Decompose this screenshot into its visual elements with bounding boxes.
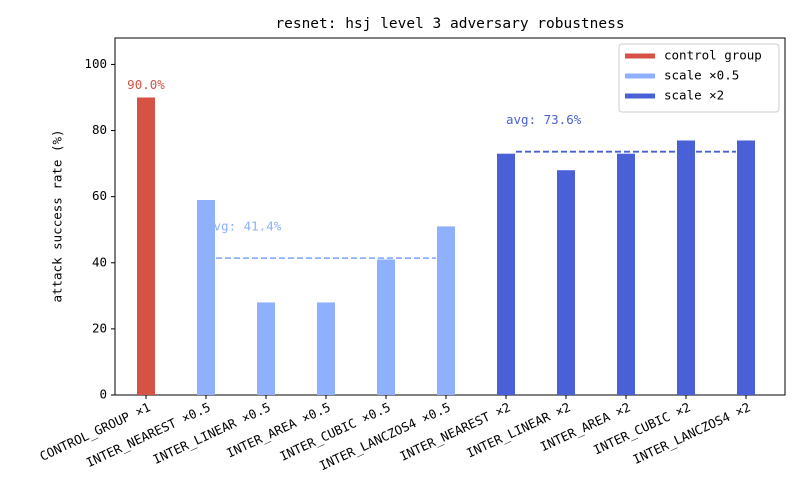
bar bbox=[617, 153, 635, 395]
bar bbox=[677, 140, 695, 395]
chart-title: resnet: hsj level 3 adversary robustness bbox=[275, 16, 624, 32]
bar bbox=[437, 226, 455, 395]
bar bbox=[497, 153, 515, 395]
average-label: avg: 73.6% bbox=[506, 112, 582, 127]
y-tick-label: 100 bbox=[84, 56, 107, 71]
value-label: 90.0% bbox=[127, 77, 165, 92]
y-tick-label: 80 bbox=[92, 122, 107, 137]
bar bbox=[377, 259, 395, 395]
y-axis-label: attack success rate (%) bbox=[50, 129, 65, 302]
bar bbox=[257, 302, 275, 395]
x-tick-label: INTER_LINEAR ×2 bbox=[464, 399, 573, 460]
y-tick-label: 40 bbox=[92, 254, 107, 269]
bar bbox=[317, 302, 335, 395]
y-tick-label: 20 bbox=[92, 320, 107, 335]
bar bbox=[557, 170, 575, 395]
bar bbox=[737, 140, 755, 395]
average-label: avg: 41.4% bbox=[206, 219, 282, 234]
y-tick-label: 0 bbox=[99, 387, 107, 402]
legend-label: control group bbox=[664, 48, 762, 63]
legend-label: scale ×0.5 bbox=[664, 68, 739, 83]
bar bbox=[137, 97, 155, 395]
y-tick-label: 60 bbox=[92, 188, 107, 203]
legend-label: scale ×2 bbox=[664, 88, 724, 103]
legend-box bbox=[618, 43, 780, 113]
bar bbox=[197, 199, 215, 395]
